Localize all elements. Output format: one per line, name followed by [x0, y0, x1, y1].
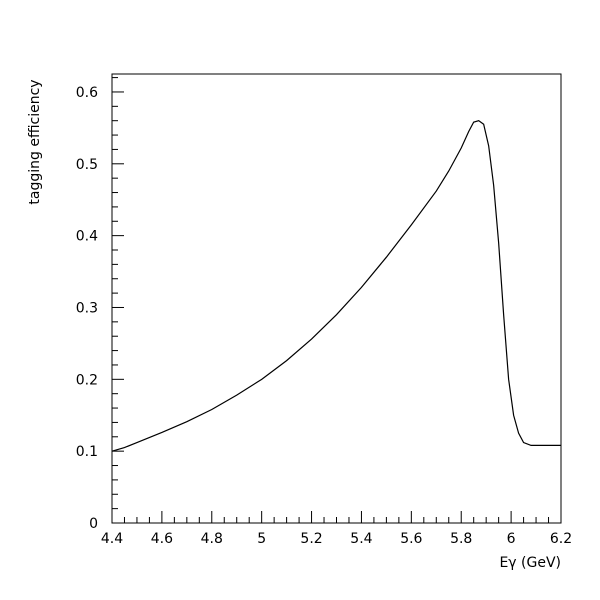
y-tick-label: 0.5 — [76, 157, 98, 173]
x-tick-label: 4.8 — [201, 531, 223, 547]
x-axis-tick-labels: 4.4 4.6 4.8 5 5.2 5.4 5.6 5.8 6 6.2 — [101, 531, 572, 547]
efficiency-curve — [111, 120, 561, 452]
y-axis-tick-labels: 0 0.1 0.2 0.3 0.4 0.5 0.6 — [76, 85, 98, 532]
x-tick-label: 6 — [507, 531, 516, 547]
y-tick-label: 0.2 — [76, 372, 98, 388]
y-tick-label: 0 — [89, 516, 98, 532]
x-axis-ticks — [111, 511, 562, 523]
x-tick-label: 6.2 — [550, 531, 572, 547]
y-tick-label: 0.4 — [76, 229, 98, 245]
y-axis-ticks — [112, 77, 124, 524]
x-tick-label: 5 — [257, 531, 266, 547]
x-tick-label: 4.4 — [101, 531, 123, 547]
x-tick-label: 4.6 — [151, 531, 173, 547]
y-tick-label: 0.1 — [76, 444, 98, 460]
plot-frame — [111, 73, 562, 524]
y-tick-label: 0.6 — [76, 85, 98, 101]
x-tick-label: 5.6 — [400, 531, 422, 547]
x-tick-label: 5.4 — [350, 531, 372, 547]
x-axis-label: Eγ (GeV) — [499, 555, 561, 571]
x-tick-label: 5.8 — [450, 531, 472, 547]
x-tick-label: 5.2 — [300, 531, 322, 547]
y-axis-label: tagging efficiency — [27, 79, 43, 204]
y-tick-label: 0.3 — [76, 300, 98, 316]
